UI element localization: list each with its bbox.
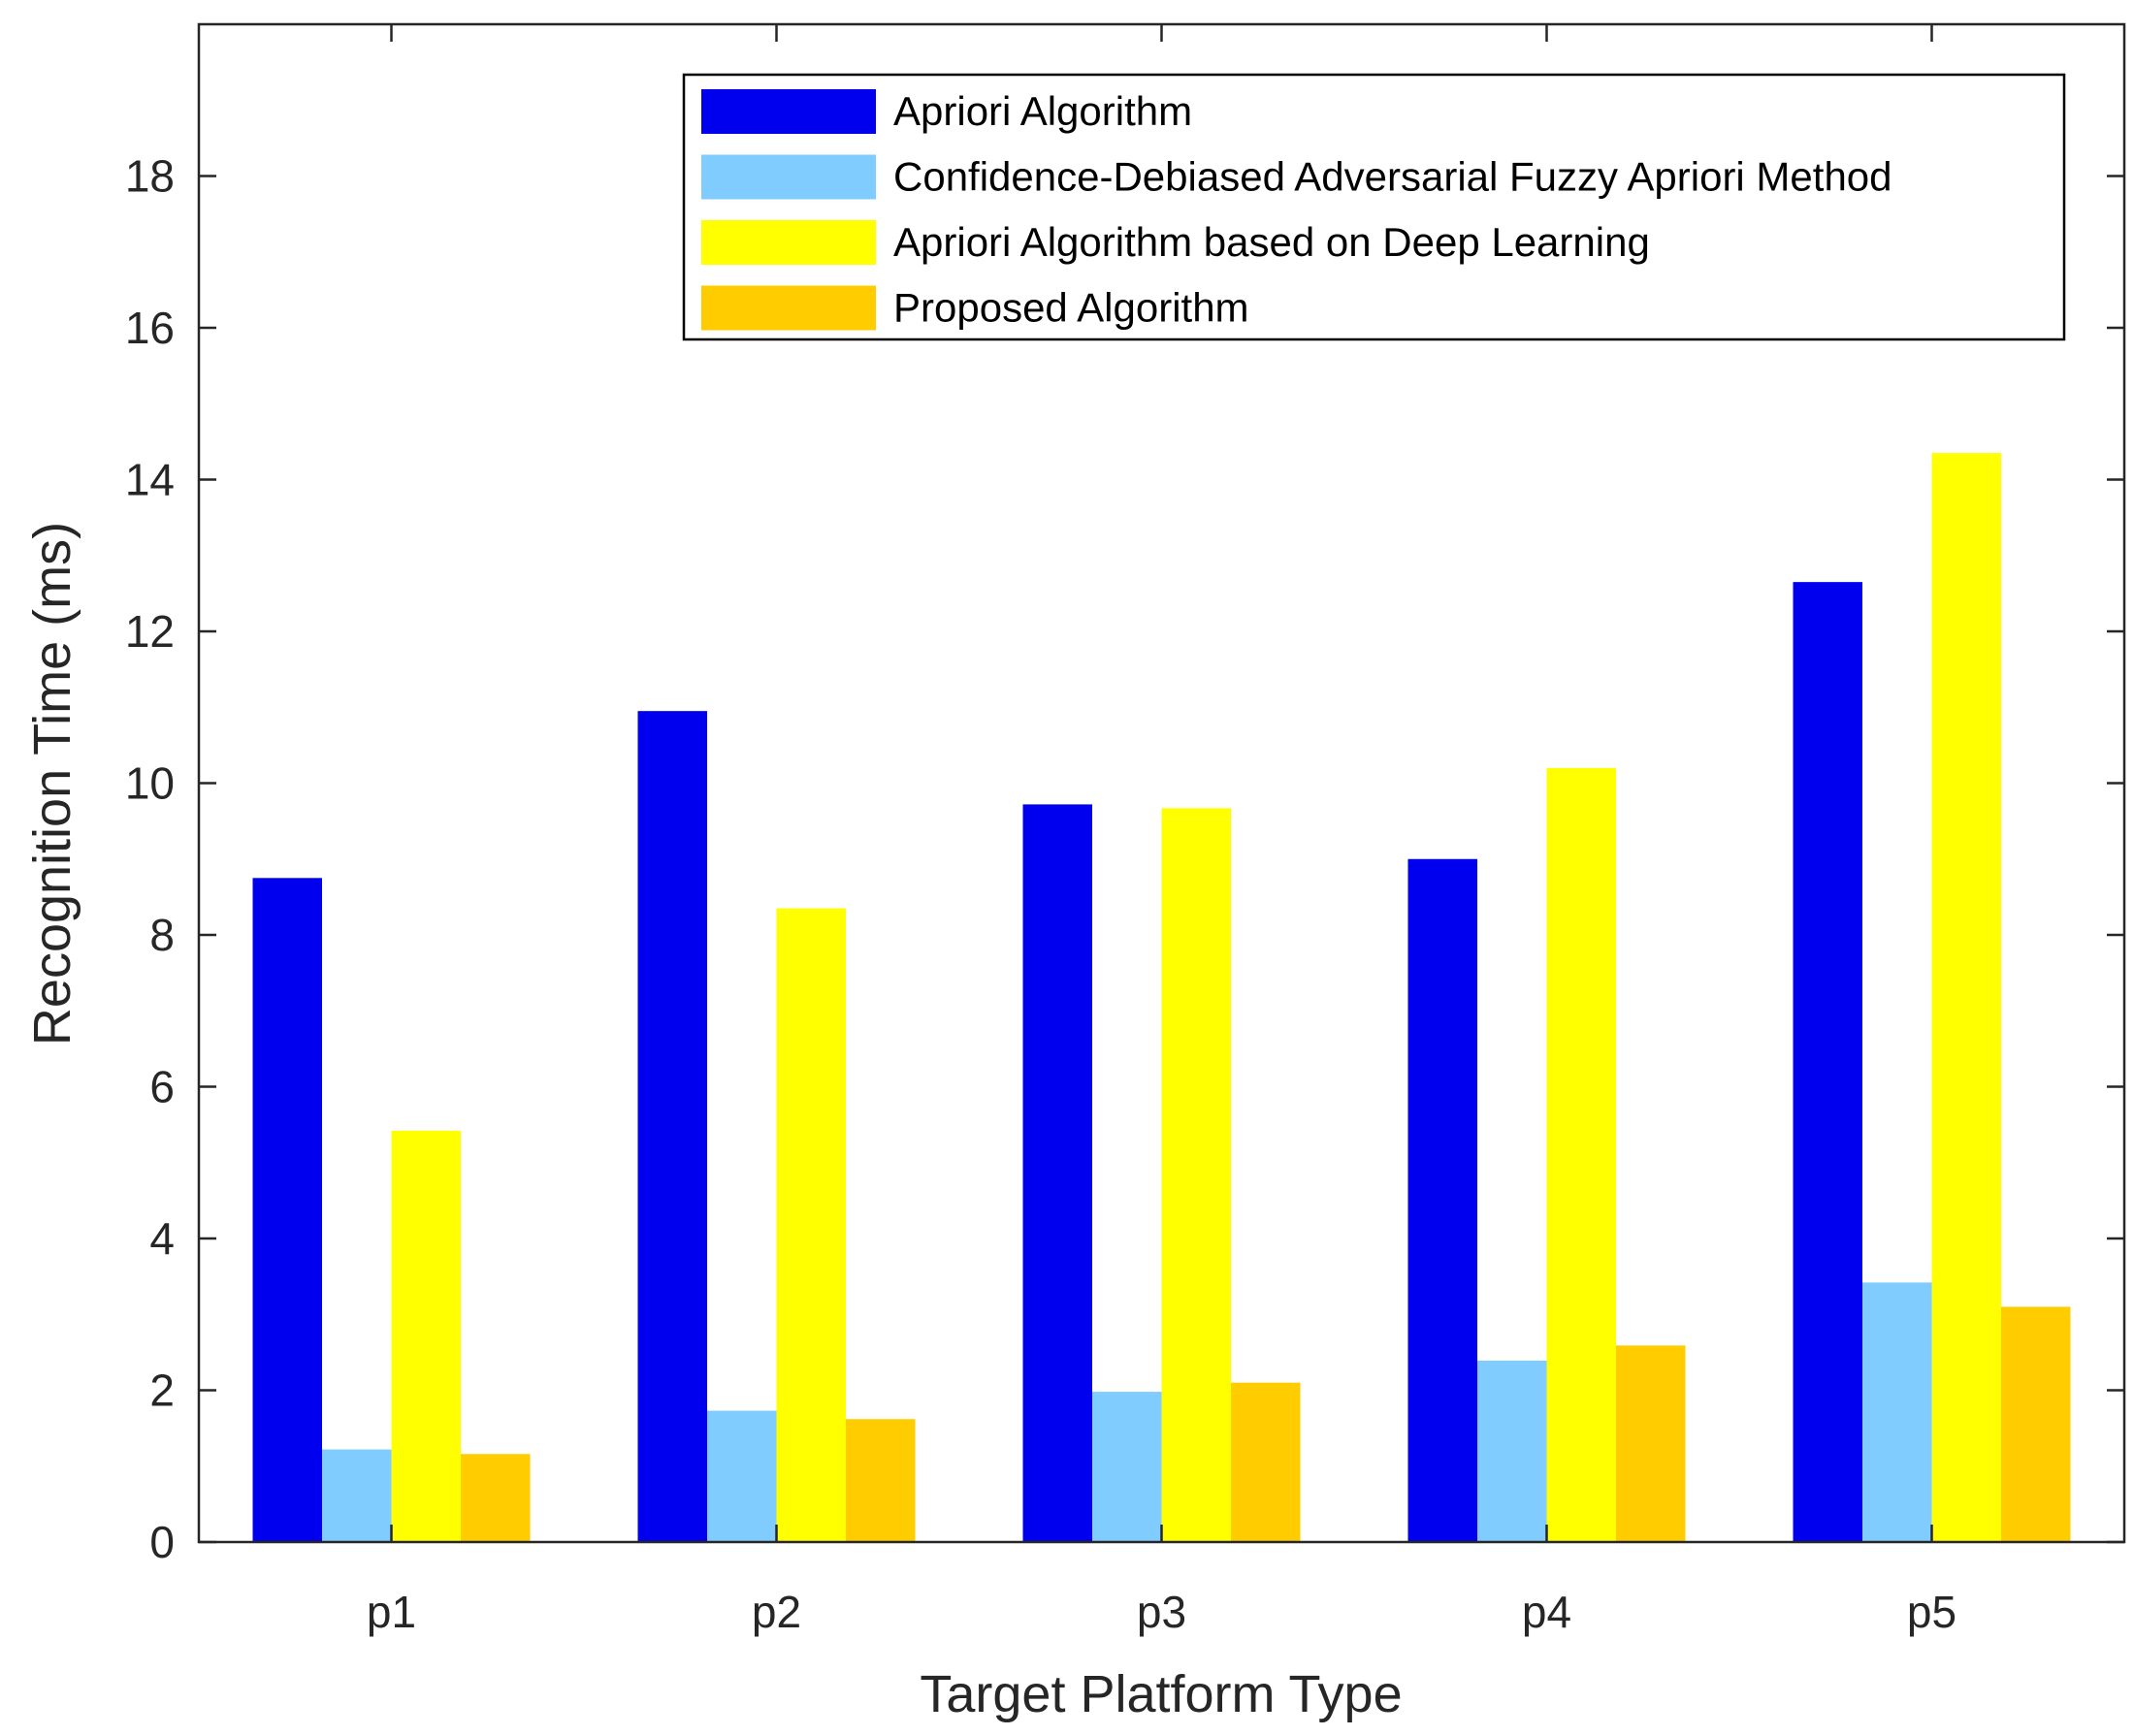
bar [1092, 1392, 1162, 1542]
legend-box [682, 73, 2066, 341]
y-tick-label: 12 [125, 606, 175, 657]
x-tick-label: p1 [367, 1587, 416, 1637]
x-tick-label: p3 [1137, 1587, 1186, 1637]
legend-label: Apriori Algorithm based on Deep Learning [893, 219, 1650, 265]
legend-swatch [701, 154, 876, 200]
bar [707, 1410, 777, 1542]
y-tick-label: 0 [149, 1517, 175, 1567]
y-axis-title: Recognition Time (ms) [23, 522, 81, 1045]
bar [846, 1419, 916, 1542]
bar [252, 878, 322, 1542]
legend-label: Proposed Algorithm [893, 285, 1249, 331]
bar [1793, 582, 1862, 1542]
bar [1022, 804, 1092, 1542]
bar [1931, 453, 2001, 1542]
bar [1616, 1345, 1686, 1542]
x-tick-label: p4 [1522, 1587, 1571, 1637]
bar [461, 1454, 531, 1542]
bars-group [252, 453, 2071, 1542]
x-tick-label: p5 [1907, 1587, 1956, 1637]
bar [1477, 1360, 1547, 1542]
bar [1862, 1282, 1932, 1542]
y-tick-label: 6 [149, 1062, 175, 1112]
bar [2001, 1306, 2071, 1542]
bar [1231, 1382, 1301, 1542]
legend: Apriori Algorithm Confidence-Debiased Adv… [682, 73, 2066, 341]
y-tick-label: 14 [125, 455, 175, 505]
y-tick-label: 8 [149, 910, 175, 960]
bar [1407, 858, 1477, 1542]
y-tick-label: 2 [149, 1366, 175, 1416]
bar [391, 1130, 461, 1542]
legend-swatch [701, 220, 876, 265]
plot-frame [197, 22, 2126, 1544]
x-axis-title: Target Platform Type [920, 1665, 1402, 1723]
y-tick-label: 10 [125, 758, 175, 809]
y-tick-label: 4 [149, 1213, 175, 1264]
y-tick-label: 18 [125, 151, 175, 202]
y-axis-ticks: 0 2 4 6 8 10 12 14 16 18 [125, 151, 2124, 1567]
legend-label: Confidence-Debiased Adversarial Fuzzy Ap… [893, 154, 1892, 200]
x-axis-ticks: p1 p2 p3 p4 p5 [367, 24, 1956, 1637]
x-tick-label: p2 [752, 1587, 801, 1637]
bar [637, 711, 707, 1542]
bar [1161, 808, 1231, 1542]
bar [1546, 767, 1616, 1542]
legend-swatch [701, 89, 876, 134]
bar [776, 908, 846, 1542]
y-tick-label: 16 [125, 303, 175, 353]
bar [322, 1449, 392, 1542]
legend-swatch [701, 285, 876, 331]
legend-label: Apriori Algorithm [893, 88, 1192, 134]
